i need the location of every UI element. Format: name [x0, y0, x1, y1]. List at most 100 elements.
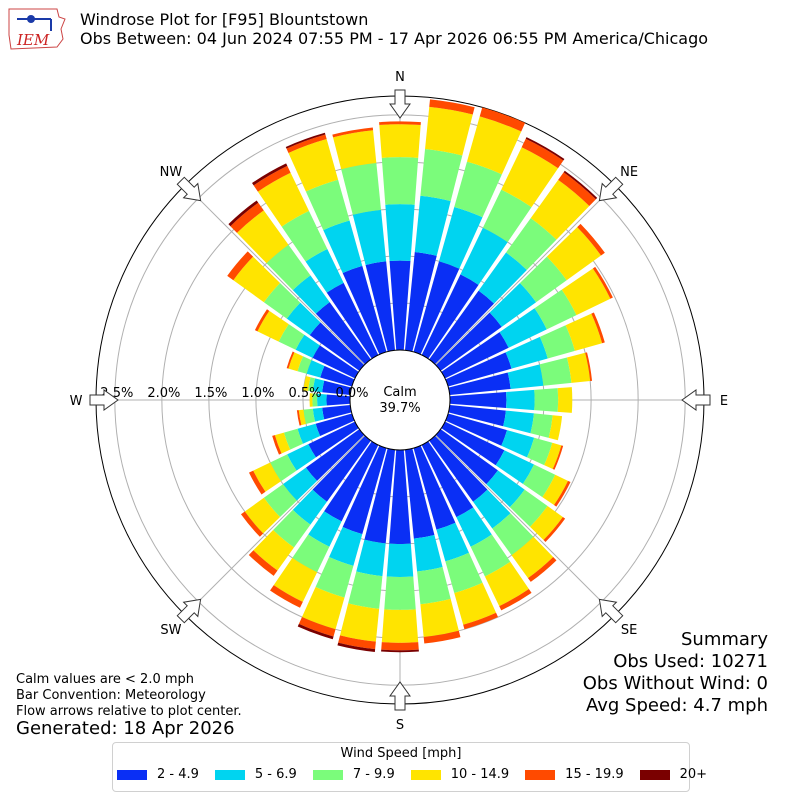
bar-segment	[332, 127, 374, 138]
bar-segment	[404, 448, 435, 539]
flow-arrow-icon	[598, 176, 624, 202]
bar-segment	[530, 413, 553, 438]
bar-segment	[352, 209, 387, 265]
bar-segment	[340, 603, 380, 642]
bar-segment	[227, 251, 254, 281]
legend-label: 15 - 19.9	[565, 767, 624, 782]
bar-segment	[441, 332, 509, 379]
radial-tick-label: 0.5%	[288, 386, 321, 401]
bar-segment	[252, 163, 288, 186]
bar-segment	[292, 534, 330, 573]
grid-spoke	[184, 184, 365, 365]
bar-segment	[312, 345, 359, 379]
bar-segment	[591, 312, 605, 344]
bar-segment	[413, 261, 460, 355]
bar-segment	[501, 430, 535, 458]
bar-segment	[324, 441, 379, 522]
bar-segment	[495, 450, 535, 484]
legend-swatch	[312, 769, 343, 780]
bar-segment	[454, 582, 497, 625]
compass-label: NW	[160, 165, 183, 180]
chart-title: Windrose Plot for [F95] Blountstown	[80, 10, 369, 29]
generated-date: Generated: 18 Apr 2026	[16, 718, 235, 739]
bar-segment	[312, 378, 325, 393]
bar-segment	[404, 251, 437, 352]
calm-definition-note: Calm values are < 2.0 mph	[16, 672, 195, 687]
flow-arrow-icon	[681, 389, 711, 411]
bar-segment	[292, 489, 327, 525]
bar-segment	[273, 509, 311, 548]
bar-segment	[305, 248, 344, 293]
bar-segment	[379, 121, 421, 125]
grid-spoke	[435, 435, 616, 616]
bar-segment	[365, 261, 396, 352]
bar-segment	[286, 351, 295, 369]
bar-segment	[436, 522, 469, 562]
bar-segment	[305, 179, 350, 231]
bar-segment	[456, 507, 492, 547]
bar-segment	[505, 336, 548, 369]
bar-segment	[326, 394, 351, 406]
bar-segment	[417, 566, 451, 605]
calm-circle	[349, 349, 451, 451]
bar-segment	[381, 157, 419, 205]
bar-segment	[506, 389, 535, 411]
bar-segment	[253, 165, 291, 192]
chart-subtitle: Obs Between: 04 Jun 2024 07:55 PM - 17 A…	[80, 29, 709, 48]
bar-segment	[429, 99, 475, 115]
bar-segment	[429, 435, 488, 502]
bar-segment	[305, 429, 365, 481]
legend-items: 2 - 4.9 5 - 6.9 7 - 9.9 10 - 14.9 15 - 19.9 2…	[117, 767, 723, 782]
bar-segment	[460, 227, 508, 285]
legend-swatch	[639, 769, 670, 780]
bar-segment	[548, 415, 563, 441]
flow-arrow-icon	[389, 681, 411, 711]
bar-segment	[486, 470, 525, 508]
bar-segment	[263, 282, 301, 319]
bar-segment	[421, 441, 474, 518]
bar-segment	[484, 561, 529, 607]
bar-segment	[309, 393, 313, 407]
bar-segment	[466, 116, 522, 175]
bar-segment	[470, 534, 511, 577]
compass-label: NE	[620, 165, 638, 180]
bar-segment	[511, 536, 554, 579]
bar-segment	[521, 138, 564, 169]
bar-segment	[534, 388, 559, 412]
bar-segment	[356, 539, 386, 577]
flow-arrow-icon	[598, 598, 624, 624]
bar-segment	[263, 484, 297, 518]
compass-label: SW	[160, 623, 181, 638]
bar-segment	[322, 380, 352, 396]
bar-segment	[230, 202, 264, 233]
bar-segment	[286, 134, 327, 153]
bar-segment	[286, 302, 321, 336]
bar-segment	[385, 204, 415, 262]
flow-arrow-icon	[389, 89, 411, 119]
bar-segment	[561, 268, 611, 316]
bar-segment	[273, 557, 318, 602]
radial-tick-label: 0.0%	[335, 386, 368, 401]
radial-tick-label: 1.5%	[194, 386, 227, 401]
bar-segment	[295, 334, 320, 358]
legend-item: 5 - 6.9	[214, 767, 297, 782]
bar-segment	[301, 587, 345, 630]
legend-item: 20+	[639, 767, 707, 782]
bar-segment	[386, 543, 414, 578]
bar-segment	[303, 408, 316, 424]
bar-segment	[557, 387, 573, 413]
bar-segment	[509, 489, 548, 527]
bar-segment	[429, 290, 495, 365]
compass-label: N	[395, 70, 405, 85]
bar-segment	[421, 274, 479, 359]
bar-segment	[348, 571, 383, 609]
bar-segment	[435, 429, 498, 485]
bar-segment	[270, 454, 297, 482]
bar-segment	[389, 260, 411, 351]
legend-swatch	[214, 769, 245, 780]
bar-segment	[592, 266, 613, 299]
bar-segment	[449, 392, 507, 408]
bar-segment	[236, 210, 289, 264]
bar-segment	[544, 442, 562, 469]
legend-swatch	[525, 769, 556, 780]
